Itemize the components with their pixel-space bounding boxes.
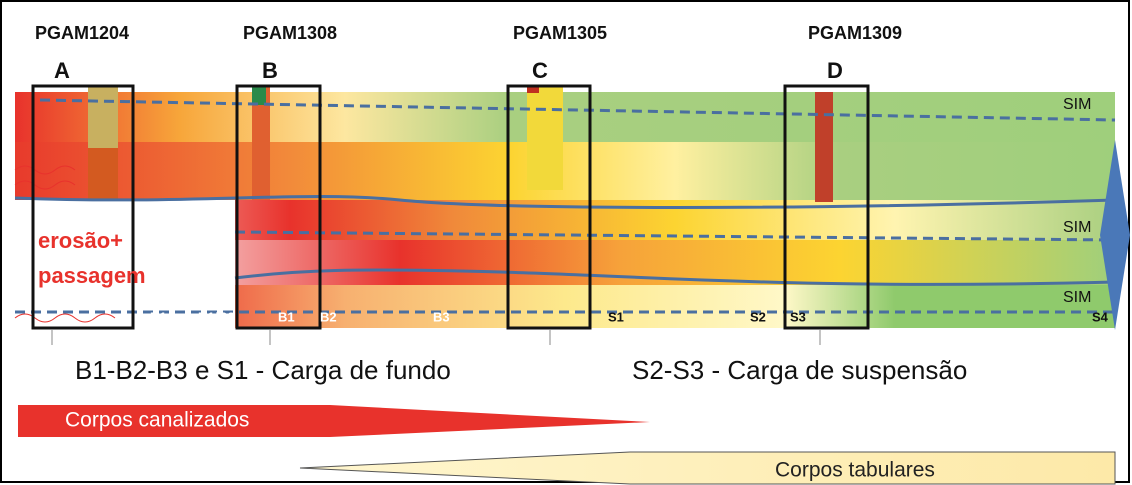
well-letter: C <box>532 58 548 83</box>
annotation: passagem <box>38 263 146 288</box>
body-label: Corpos tabulares <box>775 459 935 482</box>
unit-label: B2 <box>320 309 337 324</box>
unit-label: S1 <box>608 309 624 324</box>
well-letter: B <box>262 58 278 83</box>
well-name: PGAM1305 <box>513 23 607 43</box>
legend-suspended: S2-S3 - Carga de suspensão <box>632 355 967 385</box>
surface-label: SIM <box>1063 289 1091 306</box>
surface-label: SIM <box>1063 96 1091 113</box>
unit-label: B1 <box>278 309 295 324</box>
well-name: PGAM1204 <box>35 23 129 43</box>
unit-label: S2 <box>750 309 766 324</box>
ticks <box>52 330 820 345</box>
unit-label: B1/B3 <box>198 309 235 324</box>
diagram: B1-B2-B3 e S1 - Carga de fundo S2-S3 - C… <box>0 0 1132 485</box>
tabular-wedge <box>300 452 1115 484</box>
well-name: PGAM1309 <box>808 23 902 43</box>
well-name: PGAM1308 <box>243 23 337 43</box>
unit-label: B1 <box>150 309 167 324</box>
legend-bedload: B1-B2-B3 e S1 - Carga de fundo <box>75 355 451 385</box>
unit-label: B3 <box>433 309 450 324</box>
well-letter: D <box>827 58 843 83</box>
facies-bands <box>15 92 1115 328</box>
well-letter: A <box>54 58 70 83</box>
annotation: erosão+ <box>38 228 123 253</box>
surface-label: SIM <box>1063 219 1091 236</box>
unit-label: S3 <box>790 309 806 324</box>
body-label: Corpos canalizados <box>65 409 249 432</box>
unit-label: S4 <box>1092 309 1109 324</box>
